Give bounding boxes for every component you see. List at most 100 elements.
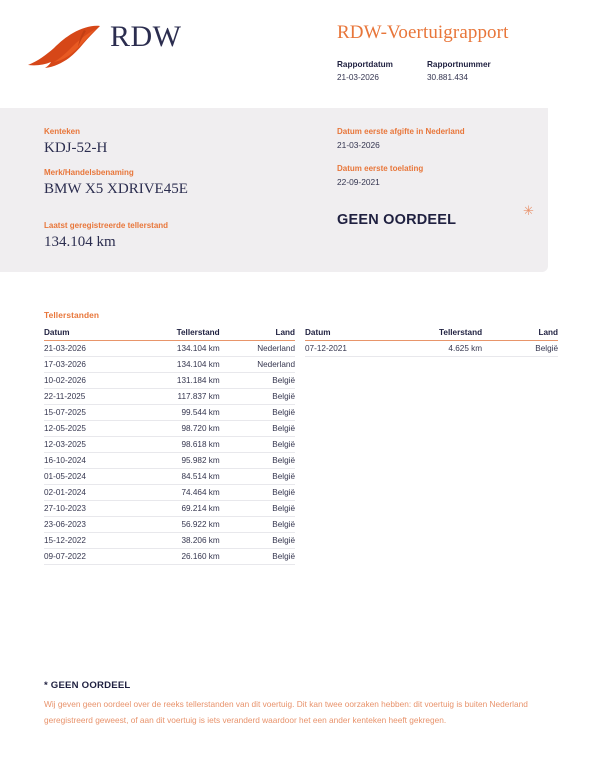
cell-meter: 69.214 km [134, 500, 220, 517]
col-header-land: Land [482, 326, 558, 341]
meter-readings-right-body: 07-12-2021 4.625 km België [305, 340, 558, 357]
footnote-title: * GEEN OORDEEL [44, 680, 131, 691]
cell-meter: 98.618 km [134, 436, 220, 453]
kenteken-label: Kenteken [44, 127, 81, 136]
cell-meter: 38.206 km [134, 532, 220, 549]
vehicle-info-right: Datum eerste afgifte in Nederland 21-03-… [337, 126, 537, 200]
cell-date: 09-07-2022 [44, 548, 135, 565]
cell-land: België [219, 548, 295, 565]
verdict-badge: GEEN OORDEEL [337, 212, 457, 228]
first-admission-label: Datum eerste toelating [337, 164, 424, 173]
last-mileage-label: Laatst geregistreerde tellerstand [44, 221, 169, 230]
meta-report-number-value: 30.881.434 [427, 73, 468, 82]
footnote-body: Wij geven geen oordeel over de reeks tel… [44, 699, 528, 725]
cell-date: 16-10-2024 [44, 452, 135, 469]
meter-readings-table-left: Datum Tellerstand Land 21-03-2026 134.104… [44, 326, 295, 565]
cell-meter: 95.982 km [134, 452, 220, 469]
col-header-land: Land [219, 326, 295, 341]
table-row: 15-07-2025 99.544 km België [44, 404, 295, 421]
cell-meter: 74.464 km [134, 484, 220, 501]
table-row: 10-02-2026 131.184 km België [44, 372, 295, 389]
cell-date: 10-02-2026 [44, 372, 135, 389]
cell-meter: 84.514 km [134, 468, 220, 485]
footnote: * GEEN OORDEEL Wij geven geen oordeel ov… [44, 680, 544, 728]
first-issue-nl-value: 21-03-2026 [337, 140, 380, 150]
cell-land: België [219, 484, 295, 501]
cell-date: 23-06-2023 [44, 516, 135, 533]
meter-readings-title: Tellerstanden [44, 310, 100, 320]
cell-date: 01-05-2024 [44, 468, 135, 485]
table-row: 12-05-2025 98.720 km België [44, 420, 295, 437]
cell-land: België [219, 452, 295, 469]
cell-land: België [219, 468, 295, 485]
cell-date: 15-07-2025 [44, 404, 135, 421]
cell-meter: 117.837 km [134, 388, 220, 405]
cell-land: België [219, 372, 295, 389]
kenteken-value: KDJ-52-H [44, 140, 108, 156]
table-row: 23-06-2023 56.922 km België [44, 516, 295, 533]
meter-readings-table-right: Datum Tellerstand Land 07-12-2021 4.625 k… [305, 326, 558, 357]
col-header-meter: Tellerstand [396, 326, 483, 341]
col-header-date: Datum [305, 326, 397, 341]
table-row: 12-03-2025 98.618 km België [44, 436, 295, 453]
cell-meter: 26.160 km [134, 548, 220, 565]
meter-readings-table-left-wrap: Datum Tellerstand Land 21-03-2026 134.104… [44, 326, 295, 565]
cell-land: België [219, 388, 295, 405]
cell-meter: 4.625 km [396, 340, 483, 357]
rdw-logo-wordmark: RDW [110, 20, 182, 53]
cell-meter: 99.544 km [134, 404, 220, 421]
cell-land: België [219, 404, 295, 421]
cell-meter: 56.922 km [134, 516, 220, 533]
cell-date: 27-10-2023 [44, 500, 135, 517]
cell-meter: 98.720 km [134, 420, 220, 437]
cell-date: 22-11-2025 [44, 388, 135, 405]
merk-label: Merk/Handelsbenaming [44, 168, 134, 177]
meter-readings-table-right-wrap: Datum Tellerstand Land 07-12-2021 4.625 k… [305, 326, 558, 357]
cell-meter: 131.184 km [134, 372, 220, 389]
meta-report-number: Rapportnummer 30.881.434 [427, 58, 491, 84]
cell-land: België [482, 340, 558, 357]
rdw-logo[interactable]: RDW [26, 14, 226, 76]
table-row: 09-07-2022 26.160 km België [44, 548, 295, 565]
cell-land: België [219, 420, 295, 437]
verdict-asterisk-icon: ✳ [523, 203, 534, 218]
vehicle-info-panel: Kenteken KDJ-52-H Merk/Handelsbenaming B… [0, 108, 548, 272]
table-header-row: Datum Tellerstand Land [44, 326, 295, 341]
last-mileage-block: Laatst geregistreerde tellerstand 134.10… [44, 220, 294, 252]
first-issue-nl-label: Datum eerste afgifte in Nederland [337, 127, 465, 136]
cell-date: 17-03-2026 [44, 356, 135, 373]
table-row: 27-10-2023 69.214 km België [44, 500, 295, 517]
cell-date: 12-05-2025 [44, 420, 135, 437]
table-header-row: Datum Tellerstand Land [305, 326, 558, 341]
table-row: 02-01-2024 74.464 km België [44, 484, 295, 501]
cell-meter: 134.104 km [134, 356, 220, 373]
meta-report-date-label: Rapportdatum [337, 60, 393, 69]
cell-land: België [219, 532, 295, 549]
meta-report-number-label: Rapportnummer [427, 60, 491, 69]
cell-land: België [219, 436, 295, 453]
cell-date: 15-12-2022 [44, 532, 135, 549]
vehicle-info-left: Kenteken KDJ-52-H Merk/Handelsbenaming B… [44, 126, 294, 261]
table-row: 07-12-2021 4.625 km België [305, 340, 558, 357]
report-title: RDW-Voertuigrapport [337, 22, 509, 43]
merk-value: BMW X5 XDRIVE45E [44, 181, 188, 197]
cell-land: Nederland [219, 356, 295, 373]
col-header-meter: Tellerstand [134, 326, 220, 341]
cell-date: 02-01-2024 [44, 484, 135, 501]
table-row: 16-10-2024 95.982 km België [44, 452, 295, 469]
table-row: 21-03-2026 134.104 km Nederland [44, 340, 295, 357]
cell-land: België [219, 500, 295, 517]
col-header-date: Datum [44, 326, 135, 341]
meter-readings-left-body: 21-03-2026 134.104 km Nederland 17-03-2026 1… [44, 340, 295, 565]
meta-report-date: Rapportdatum 21-03-2026 [337, 58, 413, 84]
cell-date: 07-12-2021 [305, 340, 397, 357]
cell-meter: 134.104 km [134, 340, 220, 357]
cell-date: 12-03-2025 [44, 436, 135, 453]
table-row: 17-03-2026 134.104 km Nederland [44, 356, 295, 373]
page-header: RDW RDW-Voertuigrapport Rapportdatum 21-… [0, 0, 605, 108]
first-admission-value: 22-09-2021 [337, 177, 380, 187]
table-row: 22-11-2025 117.837 km België [44, 388, 295, 405]
table-row: 01-05-2024 84.514 km België [44, 468, 295, 485]
last-mileage-value: 134.104 km [44, 234, 116, 250]
rdw-feather-logo-icon [28, 25, 100, 68]
